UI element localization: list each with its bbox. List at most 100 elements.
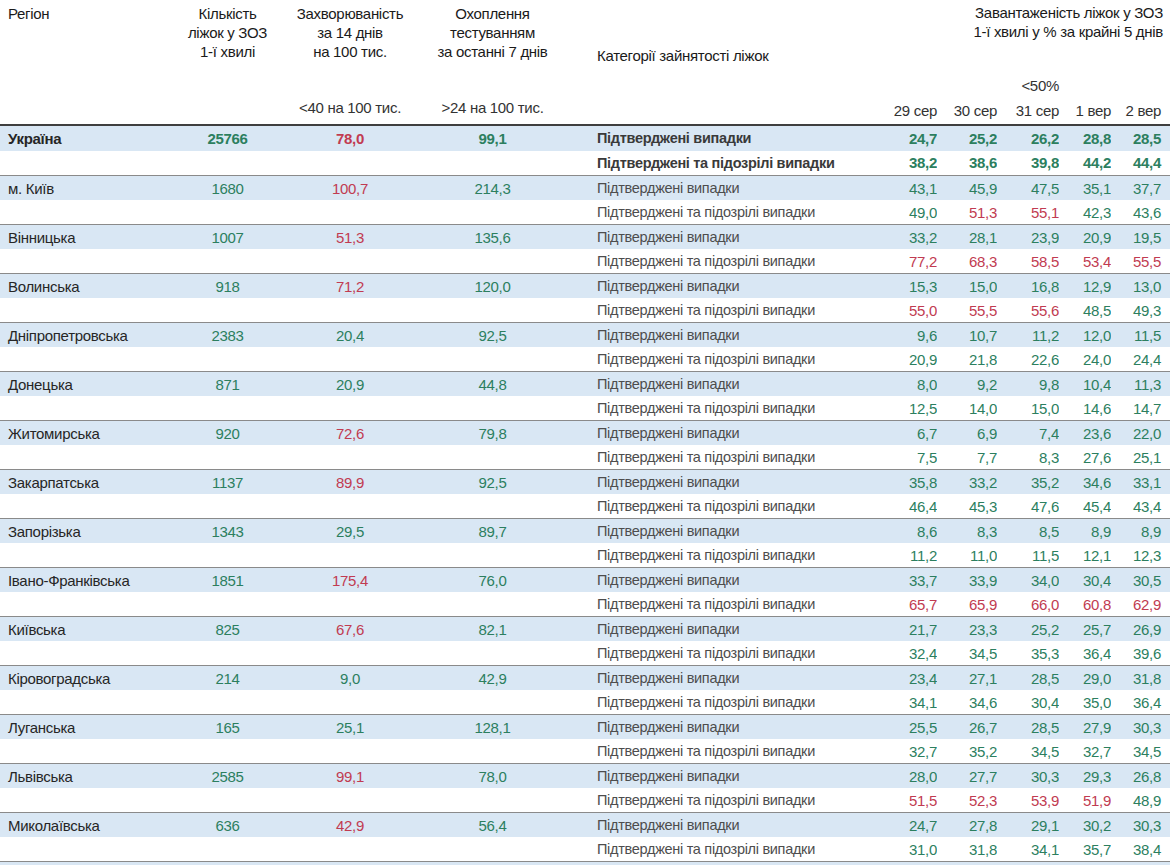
region-name: Вінницька (0, 229, 175, 246)
load-value: 68,3 (937, 253, 997, 270)
load-value: 12,5 (845, 400, 937, 417)
category-label: Підтверджені та підозрілі випадки (565, 351, 845, 367)
load-value: 32,7 (1059, 743, 1111, 760)
category-label: Підтверджені та підозрілі випадки (565, 547, 845, 563)
beds-value: 25766 (175, 130, 280, 147)
region-block: м. Київ1680100,7214,3Підтверджені випадк… (0, 175, 1170, 224)
load-value: 55,1 (997, 204, 1059, 221)
testing-value: 56,4 (420, 817, 565, 834)
region-row-suspected: Підтверджені та підозрілі випадки12,514,… (0, 396, 1170, 420)
category-label: Підтверджені та підозрілі випадки (565, 302, 845, 318)
category-label: Підтверджені та підозрілі випадки (565, 449, 845, 465)
region-row-confirmed: Донецька87120,944,8Підтверджені випадки8… (0, 372, 1170, 396)
load-value: 35,2 (937, 743, 997, 760)
load-value: 48,5 (1059, 302, 1111, 319)
category-label: Підтверджені випадки (565, 278, 845, 294)
load-value: 6,9 (937, 425, 997, 442)
load-value: 52,3 (937, 792, 997, 809)
load-value: 66,0 (997, 596, 1059, 613)
load-value: 28,1 (937, 229, 997, 246)
load-value: 65,7 (845, 596, 937, 613)
load-value: 34,5 (997, 743, 1059, 760)
load-value: 7,5 (845, 449, 937, 466)
testing-value: 128,1 (420, 719, 565, 736)
date-header: 31 сер (997, 102, 1059, 119)
load-value: 11,2 (997, 327, 1059, 344)
load-value: 8,9 (1111, 523, 1170, 540)
date-header: 2 вер (1111, 102, 1170, 119)
load-value: 46,4 (845, 498, 937, 515)
region-name: Львівська (0, 768, 175, 785)
category-label: Підтверджені випадки (565, 719, 845, 735)
load-value: 26,9 (1111, 621, 1170, 638)
load-value: 29,1 (997, 817, 1059, 834)
load-value: 35,0 (1059, 694, 1111, 711)
region-name: Житомирська (0, 425, 175, 442)
region-name: Донецька (0, 376, 175, 393)
incidence-value: 100,7 (280, 180, 420, 197)
region-block: Житомирська92072,679,8Підтверджені випад… (0, 420, 1170, 469)
load-value: 39,6 (1111, 645, 1170, 662)
testing-value: 120,0 (420, 278, 565, 295)
load-value: 12,0 (1059, 327, 1111, 344)
load-value: 30,4 (1059, 572, 1111, 589)
load-value: 33,2 (845, 229, 937, 246)
load-value: 38,4 (1111, 841, 1170, 858)
column-header-region: Регіон (8, 4, 49, 23)
region-row-confirmed: Україна2576678,099,1Підтверджені випадки… (0, 126, 1170, 151)
load-value: 43,1 (845, 180, 937, 197)
incidence-value: 175,4 (280, 572, 420, 589)
load-value: 24,4 (1111, 351, 1170, 368)
region-row-suspected: Підтверджені та підозрілі випадки46,445,… (0, 494, 1170, 518)
load-value: 58,5 (997, 253, 1059, 270)
beds-value: 2585 (175, 768, 280, 785)
load-value: 26,8 (1111, 768, 1170, 785)
load-value: 33,7 (845, 572, 937, 589)
category-label: Підтверджені та підозрілі випадки (565, 792, 845, 808)
region-row-confirmed: Луганська16525,1128,1Підтверджені випадк… (0, 715, 1170, 739)
load-value: 55,5 (1111, 253, 1170, 270)
load-value: 24,7 (845, 130, 937, 147)
load-value: 48,9 (1111, 792, 1170, 809)
load-value: 27,6 (1059, 449, 1111, 466)
incidence-value: 78,0 (280, 130, 420, 147)
load-value: 45,3 (937, 498, 997, 515)
load-value: 9,6 (845, 327, 937, 344)
beds-value: 1137 (175, 474, 280, 491)
load-value: 33,9 (937, 572, 997, 589)
load-value: 8,5 (997, 523, 1059, 540)
category-label: Підтверджені випадки (565, 572, 845, 588)
load-value: 55,0 (845, 302, 937, 319)
testing-value: 214,3 (420, 180, 565, 197)
category-label: Підтверджені та підозрілі випадки (565, 204, 845, 220)
region-row-confirmed: Запорізька134329,589,7Підтверджені випад… (0, 519, 1170, 543)
load-value: 19,5 (1111, 229, 1170, 246)
beds-value: 1007 (175, 229, 280, 246)
region-block: Івано-Франківська1851175,476,0Підтвердже… (0, 567, 1170, 616)
category-label: Підтверджені випадки (565, 130, 845, 146)
load-value: 15,0 (997, 400, 1059, 417)
beds-value: 165 (175, 719, 280, 736)
region-row-confirmed: м. Київ1680100,7214,3Підтверджені випадк… (0, 176, 1170, 200)
load-value: 62,9 (1111, 596, 1170, 613)
region-row-suspected: Підтверджені та підозрілі випадки20,921,… (0, 347, 1170, 371)
load-value: 26,7 (937, 719, 997, 736)
load-value: 35,8 (845, 474, 937, 491)
region-row-suspected: Підтверджені та підозрілі випадки77,268,… (0, 249, 1170, 273)
load-value: 25,1 (1111, 449, 1170, 466)
category-label: Підтверджені випадки (565, 817, 845, 833)
load-value: 8,6 (845, 523, 937, 540)
load-value: 30,3 (1111, 719, 1170, 736)
load-value: 38,6 (937, 154, 997, 171)
next-row-partial (0, 861, 1170, 865)
load-value: 45,4 (1059, 498, 1111, 515)
region-row-suspected: Підтверджені та підозрілі випадки38,238,… (0, 151, 1170, 176)
testing-value: 82,1 (420, 621, 565, 638)
region-row-confirmed: Миколаївська63642,956,4Підтверджені випа… (0, 813, 1170, 837)
load-value: 34,5 (1111, 743, 1170, 760)
load-value: 49,3 (1111, 302, 1170, 319)
load-value: 11,5 (997, 547, 1059, 564)
region-name: Кіровоградська (0, 670, 175, 687)
incidence-value: 9,0 (280, 670, 420, 687)
region-block: Запорізька134329,589,7Підтверджені випад… (0, 518, 1170, 567)
